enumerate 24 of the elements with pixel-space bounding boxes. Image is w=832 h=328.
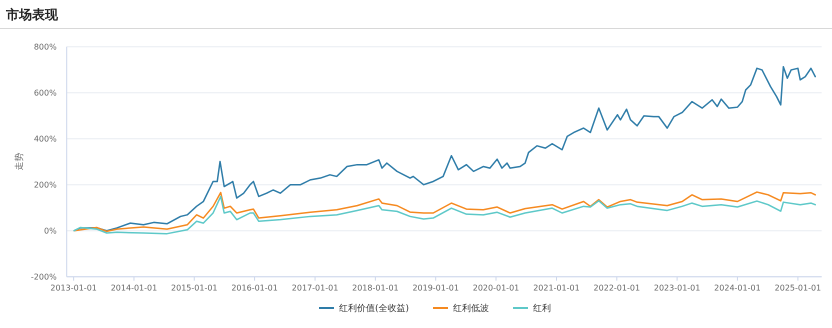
x-tick-label: 2017-01-01 <box>292 284 338 293</box>
x-tick-label: 2019-01-01 <box>412 284 459 293</box>
y-axis-title: 走势 <box>14 152 25 171</box>
x-tick-label: 2021-01-01 <box>533 284 580 293</box>
legend-label: 红利 <box>533 303 552 314</box>
legend-label: 红利低波 <box>453 303 490 314</box>
y-tick-label: -200% <box>30 272 58 282</box>
x-tick-label: 2020-01-01 <box>472 284 520 293</box>
y-tick-label: 800% <box>34 42 58 52</box>
x-tick-label: 2018-01-01 <box>352 284 399 293</box>
y-tick-label: 600% <box>34 88 58 98</box>
x-tick-label: 2024-01-01 <box>714 284 761 293</box>
y-tick-label: 200% <box>34 180 58 190</box>
x-tick-label: 2016-01-01 <box>231 284 278 293</box>
chart-title: 市场表现 <box>5 7 59 23</box>
y-tick-label: 0% <box>44 226 58 236</box>
x-tick-label: 2023-01-01 <box>654 284 700 293</box>
legend-label: 红利价值(全收益) <box>338 303 410 314</box>
x-tick-label: 2015-01-01 <box>171 284 218 293</box>
x-tick-label: 2022-01-01 <box>594 284 640 293</box>
y-tick-label: 400% <box>34 134 58 144</box>
x-tick-label: 2025-01-01 <box>774 284 822 293</box>
x-tick-label: 2013-01-01 <box>50 284 97 293</box>
x-tick-label: 2014-01-01 <box>110 284 158 293</box>
